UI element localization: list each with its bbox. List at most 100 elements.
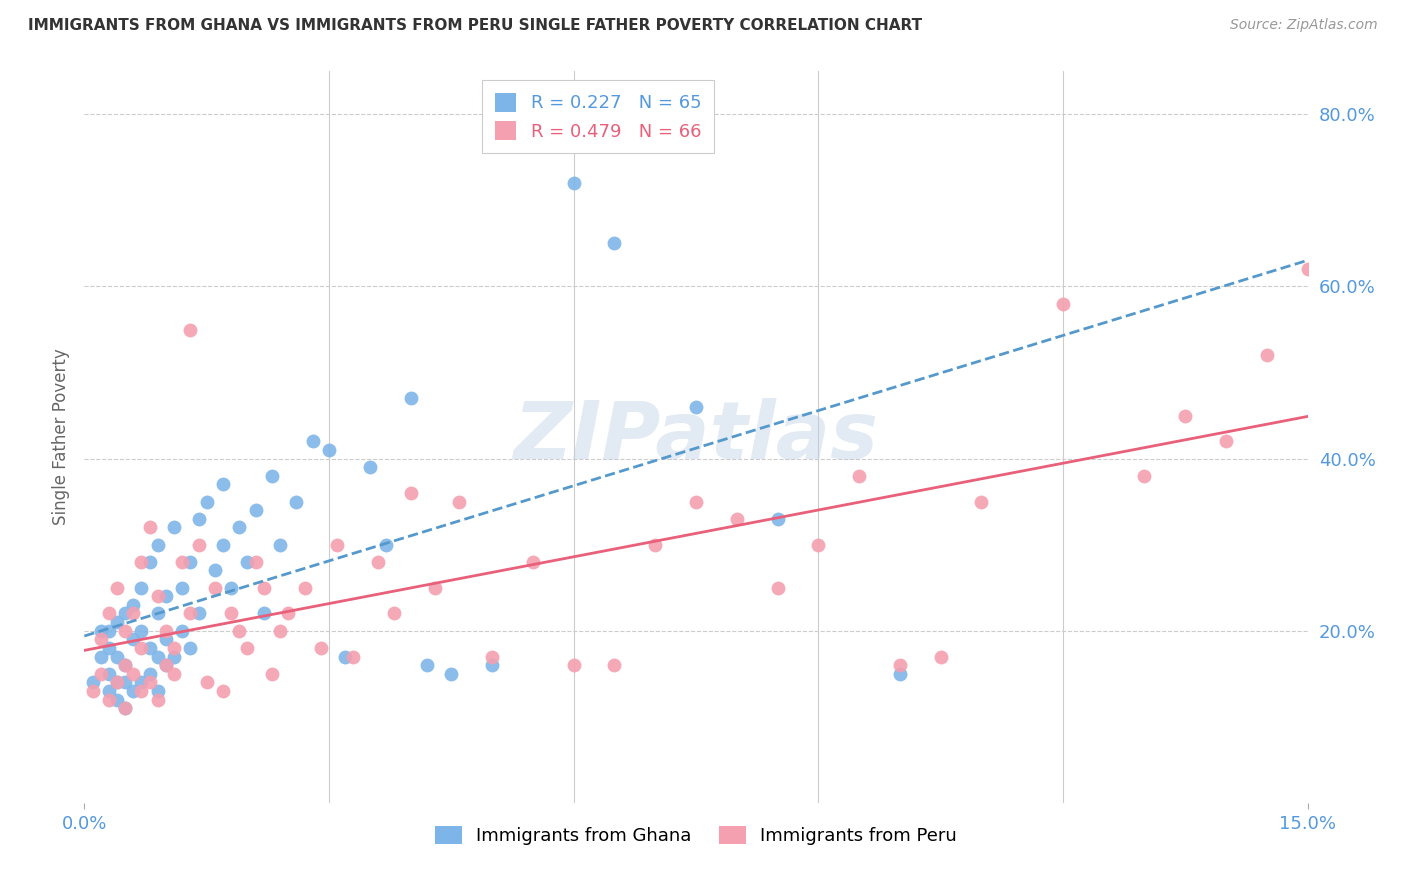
- Point: [269, 624, 291, 638]
- Point: [1215, 434, 1237, 449]
- Point: [423, 581, 446, 595]
- Point: [725, 512, 748, 526]
- Point: [131, 675, 153, 690]
- Point: [212, 477, 235, 491]
- Point: [187, 538, 209, 552]
- Point: [155, 658, 177, 673]
- Point: [131, 640, 153, 655]
- Point: [285, 494, 308, 508]
- Point: [204, 564, 226, 578]
- Point: [603, 236, 626, 251]
- Point: [146, 589, 169, 603]
- Point: [114, 701, 136, 715]
- Point: [195, 675, 218, 690]
- Point: [172, 555, 194, 569]
- Point: [122, 666, 145, 681]
- Point: [105, 581, 128, 595]
- Point: [228, 520, 250, 534]
- Point: [269, 538, 291, 552]
- Point: [603, 658, 626, 673]
- Text: ZIPatlas: ZIPatlas: [513, 398, 879, 476]
- Point: [97, 684, 120, 698]
- Point: [138, 666, 160, 681]
- Point: [114, 658, 136, 673]
- Point: [1256, 348, 1278, 362]
- Point: [245, 555, 267, 569]
- Point: [122, 632, 145, 647]
- Point: [481, 649, 503, 664]
- Point: [179, 607, 201, 621]
- Point: [318, 442, 340, 457]
- Point: [138, 555, 160, 569]
- Point: [195, 494, 218, 508]
- Point: [163, 649, 186, 664]
- Point: [277, 607, 299, 621]
- Point: [522, 555, 544, 569]
- Point: [163, 640, 186, 655]
- Point: [562, 176, 585, 190]
- Point: [114, 701, 136, 715]
- Point: [155, 632, 177, 647]
- Point: [301, 434, 323, 449]
- Point: [105, 615, 128, 629]
- Point: [131, 684, 153, 698]
- Point: [929, 649, 952, 664]
- Point: [97, 640, 120, 655]
- Point: [253, 581, 276, 595]
- Point: [105, 675, 128, 690]
- Point: [131, 581, 153, 595]
- Point: [179, 640, 201, 655]
- Point: [326, 538, 349, 552]
- Point: [138, 640, 160, 655]
- Point: [90, 649, 112, 664]
- Point: [131, 555, 153, 569]
- Point: [382, 607, 405, 621]
- Point: [122, 598, 145, 612]
- Point: [82, 684, 104, 698]
- Text: IMMIGRANTS FROM GHANA VS IMMIGRANTS FROM PERU SINGLE FATHER POVERTY CORRELATION : IMMIGRANTS FROM GHANA VS IMMIGRANTS FROM…: [28, 18, 922, 33]
- Point: [105, 675, 128, 690]
- Point: [399, 392, 422, 406]
- Legend: Immigrants from Ghana, Immigrants from Peru: Immigrants from Ghana, Immigrants from P…: [427, 819, 965, 852]
- Point: [260, 468, 283, 483]
- Point: [367, 555, 389, 569]
- Point: [131, 624, 153, 638]
- Point: [848, 468, 870, 483]
- Point: [1133, 468, 1156, 483]
- Point: [253, 607, 276, 621]
- Point: [236, 640, 259, 655]
- Text: Source: ZipAtlas.com: Source: ZipAtlas.com: [1230, 18, 1378, 32]
- Point: [163, 520, 186, 534]
- Point: [97, 666, 120, 681]
- Point: [172, 581, 194, 595]
- Point: [375, 538, 398, 552]
- Point: [399, 486, 422, 500]
- Point: [155, 589, 177, 603]
- Point: [1296, 262, 1319, 277]
- Point: [204, 581, 226, 595]
- Point: [187, 512, 209, 526]
- Point: [212, 684, 235, 698]
- Point: [807, 538, 830, 552]
- Point: [146, 607, 169, 621]
- Point: [82, 675, 104, 690]
- Point: [179, 555, 201, 569]
- Point: [294, 581, 316, 595]
- Point: [260, 666, 283, 681]
- Point: [172, 624, 194, 638]
- Point: [90, 632, 112, 647]
- Point: [236, 555, 259, 569]
- Point: [114, 658, 136, 673]
- Point: [146, 692, 169, 706]
- Point: [889, 666, 911, 681]
- Y-axis label: Single Father Poverty: Single Father Poverty: [52, 349, 70, 525]
- Point: [97, 607, 120, 621]
- Point: [766, 512, 789, 526]
- Point: [766, 581, 789, 595]
- Point: [309, 640, 332, 655]
- Point: [219, 607, 242, 621]
- Point: [97, 692, 120, 706]
- Point: [163, 666, 186, 681]
- Point: [90, 624, 112, 638]
- Point: [449, 494, 471, 508]
